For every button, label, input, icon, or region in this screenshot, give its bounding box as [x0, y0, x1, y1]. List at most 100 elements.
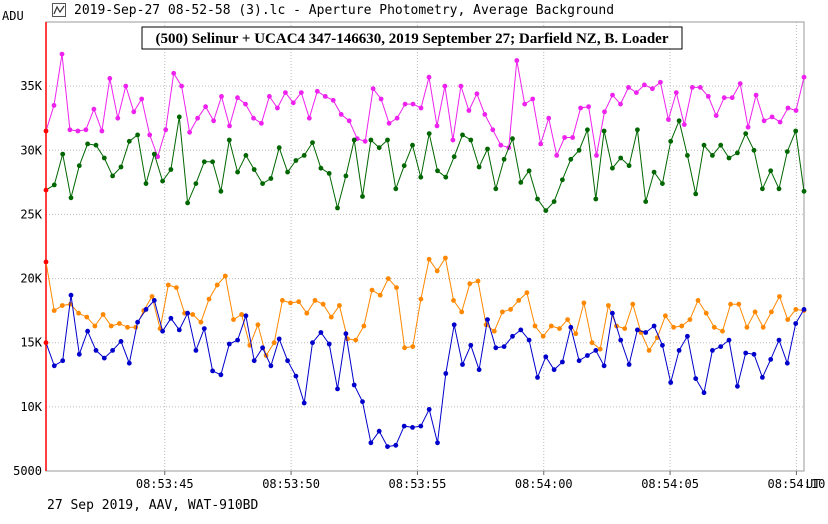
- data-point-green: [101, 155, 107, 161]
- data-point-orange: [190, 312, 196, 317]
- data-point-orange: [402, 345, 407, 351]
- data-point-magenta: [658, 79, 663, 85]
- data-point-orange: [703, 310, 709, 316]
- data-point-orange: [51, 308, 57, 313]
- data-point-magenta: [458, 83, 464, 89]
- data-point-blue: [735, 383, 740, 389]
- data-point-magenta: [171, 70, 177, 76]
- data-point-orange: [443, 255, 448, 261]
- data-point-blue: [401, 423, 407, 429]
- data-point-magenta: [610, 92, 615, 98]
- data-point-blue: [518, 327, 524, 333]
- data-point-blue: [485, 317, 490, 322]
- data-point-blue: [118, 339, 124, 344]
- data-point-green: [301, 153, 307, 158]
- data-point-magenta: [769, 114, 775, 120]
- data-point-orange: [630, 301, 636, 307]
- data-point-green: [385, 137, 390, 143]
- data-point-magenta: [634, 90, 639, 95]
- data-point-orange: [174, 285, 179, 290]
- data-point-green: [401, 163, 407, 169]
- data-point-orange: [231, 317, 236, 322]
- data-point-magenta: [131, 109, 137, 115]
- data-point-magenta: [259, 120, 264, 126]
- data-point-green: [360, 194, 365, 199]
- y-tick-label: 15K: [20, 336, 42, 350]
- data-point-green: [68, 195, 74, 201]
- data-point-magenta: [729, 95, 735, 101]
- data-point-blue: [618, 337, 624, 343]
- data-point-green: [451, 154, 457, 160]
- data-point-green: [410, 142, 415, 148]
- data-point-orange: [410, 344, 416, 349]
- data-point-blue: [726, 337, 732, 343]
- data-point-orange: [434, 268, 440, 274]
- data-point-orange: [687, 317, 693, 322]
- data-point-green: [801, 188, 807, 194]
- data-point-orange: [540, 333, 546, 339]
- data-point-magenta: [466, 108, 472, 113]
- data-point-blue: [751, 351, 757, 357]
- data-point-green: [251, 167, 257, 172]
- data-point-green: [443, 174, 449, 180]
- data-point-magenta: [59, 51, 65, 57]
- data-point-blue: [376, 428, 382, 434]
- data-point-blue: [43, 340, 49, 346]
- data-point-orange: [43, 259, 49, 265]
- data-point-orange: [777, 294, 782, 299]
- data-point-orange: [149, 294, 155, 299]
- data-point-orange: [328, 314, 334, 320]
- data-point-blue: [510, 333, 515, 339]
- series-line-green: [45, 116, 805, 212]
- x-tick-label: 08:54:05: [641, 477, 699, 491]
- data-point-magenta: [570, 135, 575, 140]
- plot-frame: [45, 21, 805, 472]
- data-point-blue: [60, 358, 66, 364]
- data-point-blue: [768, 357, 774, 362]
- data-point-green: [476, 164, 482, 170]
- data-point-blue: [318, 330, 324, 335]
- data-point-orange: [516, 298, 522, 303]
- data-point-magenta: [195, 115, 201, 121]
- data-point-orange: [206, 296, 212, 302]
- data-point-blue: [335, 386, 340, 392]
- data-point-blue: [68, 292, 74, 298]
- data-point-orange: [769, 309, 774, 315]
- data-point-green: [126, 138, 132, 144]
- data-point-blue: [501, 344, 507, 349]
- data-point-magenta: [434, 123, 440, 129]
- data-point-magenta: [378, 96, 384, 102]
- data-point-magenta: [314, 88, 320, 94]
- y-tick-label: 10K: [20, 400, 42, 414]
- data-point-blue: [693, 376, 699, 381]
- data-point-orange: [304, 310, 310, 316]
- data-point-orange: [581, 300, 587, 306]
- data-point-green: [118, 164, 124, 170]
- series-line-magenta: [45, 54, 805, 159]
- data-point-green: [501, 156, 507, 162]
- data-point-orange: [728, 301, 733, 307]
- data-point-green: [418, 174, 424, 180]
- data-point-green: [135, 132, 141, 138]
- data-point-blue: [793, 321, 799, 326]
- data-point-orange: [524, 290, 530, 296]
- data-point-green: [260, 181, 265, 187]
- data-point-blue: [93, 348, 99, 353]
- data-point-blue: [85, 328, 90, 334]
- data-point-green: [285, 169, 290, 175]
- data-point-magenta: [235, 95, 240, 101]
- data-point-blue: [226, 341, 232, 347]
- data-point-orange: [548, 323, 554, 329]
- data-point-orange: [589, 340, 595, 346]
- data-point-green: [768, 168, 774, 174]
- data-point-magenta: [602, 109, 607, 115]
- data-point-green: [335, 205, 340, 211]
- data-point-blue: [185, 310, 191, 316]
- data-point-green: [368, 137, 374, 143]
- data-point-magenta: [386, 120, 392, 126]
- data-point-orange: [695, 298, 701, 303]
- data-point-green: [784, 149, 790, 155]
- data-point-orange: [377, 292, 383, 298]
- data-point-blue: [643, 330, 649, 335]
